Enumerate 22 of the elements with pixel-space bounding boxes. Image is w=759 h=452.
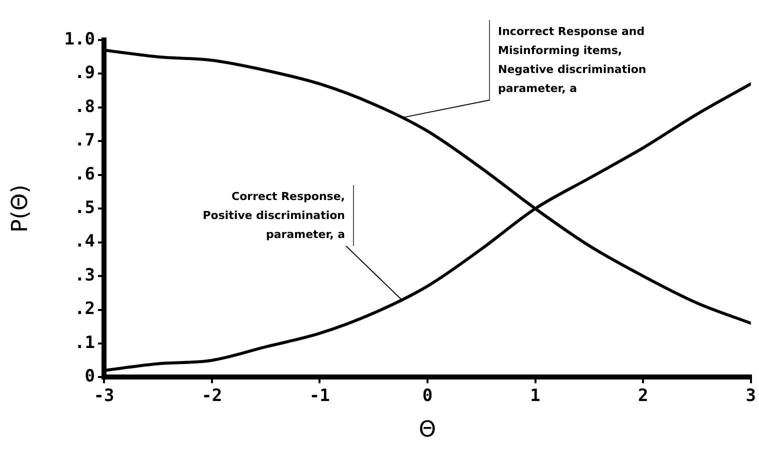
- y-tick-label: .1: [74, 332, 95, 353]
- x-tick-label: -2: [202, 386, 222, 406]
- x-tick-label: 1: [530, 386, 540, 406]
- annotation: Correct Response, Positive discrimination parameter, a: [183, 185, 354, 246]
- x-axis-title: Θ: [418, 418, 436, 443]
- y-tick-label: .3: [74, 265, 95, 286]
- y-tick-label: .6: [74, 164, 95, 184]
- x-tick-label: -1: [309, 386, 330, 406]
- y-tick-label: .8: [74, 96, 95, 117]
- y-tick-label: 1.0: [64, 29, 95, 50]
- y-tick-label: .9: [74, 63, 95, 84]
- y-tick-label: .4: [74, 232, 95, 252]
- annotation: Incorrect Response and Misinforming items, Negative discrimination parameter, a: [489, 20, 660, 100]
- x-tick-label: 0: [422, 386, 433, 406]
- x-tick-label: -3: [94, 386, 114, 406]
- y-tick-label: .7: [74, 130, 95, 151]
- y-tick-label: 0: [84, 366, 95, 387]
- x-tick-label: 3: [746, 386, 756, 406]
- y-tick-label: .5: [74, 198, 95, 218]
- y-axis-title: P(Θ): [8, 184, 33, 232]
- x-tick-label: 2: [638, 386, 648, 406]
- y-tick-label: .2: [74, 299, 95, 320]
